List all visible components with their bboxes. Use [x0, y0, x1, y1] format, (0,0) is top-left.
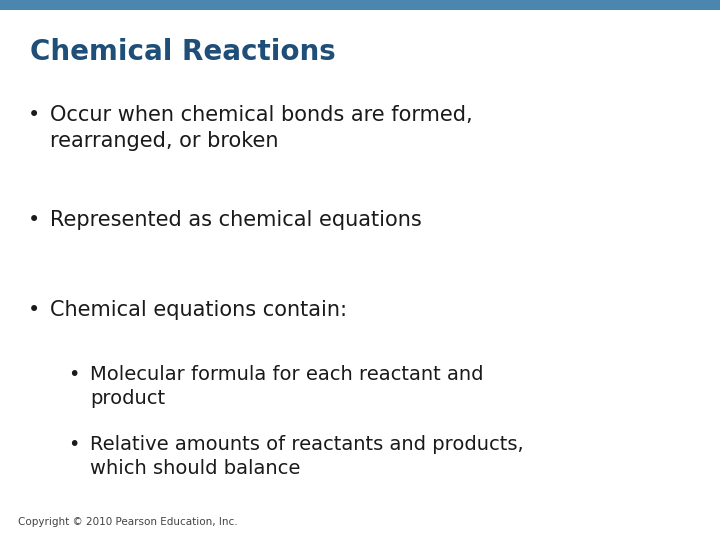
Text: •: • — [28, 300, 40, 320]
Text: Occur when chemical bonds are formed,
rearranged, or broken: Occur when chemical bonds are formed, re… — [50, 105, 472, 151]
Text: Represented as chemical equations: Represented as chemical equations — [50, 210, 422, 230]
Text: •: • — [28, 105, 40, 125]
Text: Copyright © 2010 Pearson Education, Inc.: Copyright © 2010 Pearson Education, Inc. — [18, 517, 238, 527]
Text: •: • — [28, 210, 40, 230]
Text: Chemical Reactions: Chemical Reactions — [30, 38, 336, 66]
Text: Relative amounts of reactants and products,
which should balance: Relative amounts of reactants and produc… — [90, 435, 523, 478]
Bar — [0, 0, 720, 10]
Text: •: • — [68, 435, 79, 454]
Text: Molecular formula for each reactant and
product: Molecular formula for each reactant and … — [90, 365, 484, 408]
Text: Chemical equations contain:: Chemical equations contain: — [50, 300, 347, 320]
Text: •: • — [68, 365, 79, 384]
